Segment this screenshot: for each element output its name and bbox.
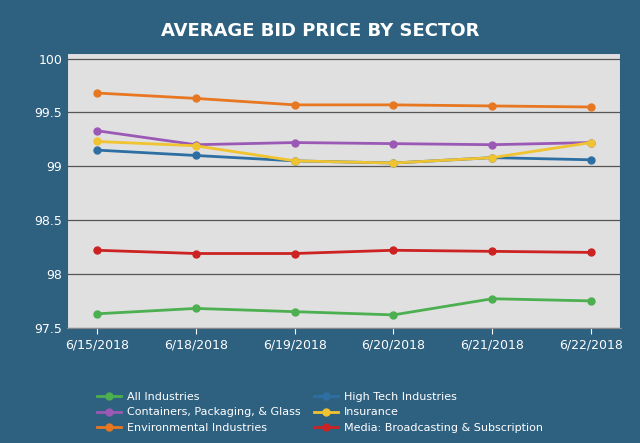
All Industries: [93, 311, 100, 316]
Media: Broadcasting & Subscription: (1, 98.2): Broadcasting & Subscription: (1, 98.2): [192, 251, 200, 256]
Environmental Industries: [93, 90, 100, 96]
Insurance: [390, 160, 397, 166]
Insurance: [192, 143, 200, 148]
Containers, Packaging, & Glass: [390, 141, 397, 146]
Environmental Industries: [488, 103, 496, 109]
High Tech Industries: [93, 148, 100, 153]
Media: Broadcasting & Subscription: (0, 98.2): Broadcasting & Subscription: (0, 98.2): [93, 248, 100, 253]
High Tech Industries: [291, 158, 298, 163]
Text: AVERAGE BID PRICE BY SECTOR: AVERAGE BID PRICE BY SECTOR: [161, 22, 479, 40]
Environmental Industries: [390, 102, 397, 108]
Media: Broadcasting & Subscription: (2, 98.2): Broadcasting & Subscription: (2, 98.2): [291, 251, 298, 256]
Environmental Industries: [291, 102, 298, 108]
Insurance: [588, 140, 595, 145]
All Industries: [588, 298, 595, 303]
High Tech Industries: [390, 160, 397, 166]
All Industries: [291, 309, 298, 315]
All Industries: [488, 296, 496, 301]
High Tech Industries: [192, 153, 200, 158]
Media: Broadcasting & Subscription: (3, 98.2): Broadcasting & Subscription: (3, 98.2): [390, 248, 397, 253]
All Industries: [390, 312, 397, 318]
Line: Media: Broadcasting & Subscription: Media: Broadcasting & Subscription: [93, 247, 595, 257]
Media: Broadcasting & Subscription: (4, 98.2): Broadcasting & Subscription: (4, 98.2): [488, 249, 496, 254]
All Industries: [192, 306, 200, 311]
Line: All Industries: All Industries: [93, 295, 595, 319]
Environmental Industries: [588, 105, 595, 110]
Containers, Packaging, & Glass: [588, 140, 595, 145]
Insurance: [291, 158, 298, 163]
High Tech Industries: [588, 157, 595, 163]
Line: High Tech Industries: High Tech Industries: [93, 147, 595, 167]
Insurance: [93, 139, 100, 144]
Media: Broadcasting & Subscription: (5, 98.2): Broadcasting & Subscription: (5, 98.2): [588, 250, 595, 255]
Line: Insurance: Insurance: [93, 138, 595, 167]
Line: Containers, Packaging, & Glass: Containers, Packaging, & Glass: [93, 127, 595, 148]
Containers, Packaging, & Glass: [192, 142, 200, 148]
High Tech Industries: [488, 155, 496, 160]
Containers, Packaging, & Glass: [93, 128, 100, 133]
Insurance: [488, 155, 496, 160]
Containers, Packaging, & Glass: [488, 142, 496, 148]
Containers, Packaging, & Glass: [291, 140, 298, 145]
Legend: All Industries, Containers, Packaging, & Glass, Environmental Industries, High T: All Industries, Containers, Packaging, &…: [97, 392, 543, 433]
Line: Environmental Industries: Environmental Industries: [93, 89, 595, 110]
Environmental Industries: [192, 96, 200, 101]
